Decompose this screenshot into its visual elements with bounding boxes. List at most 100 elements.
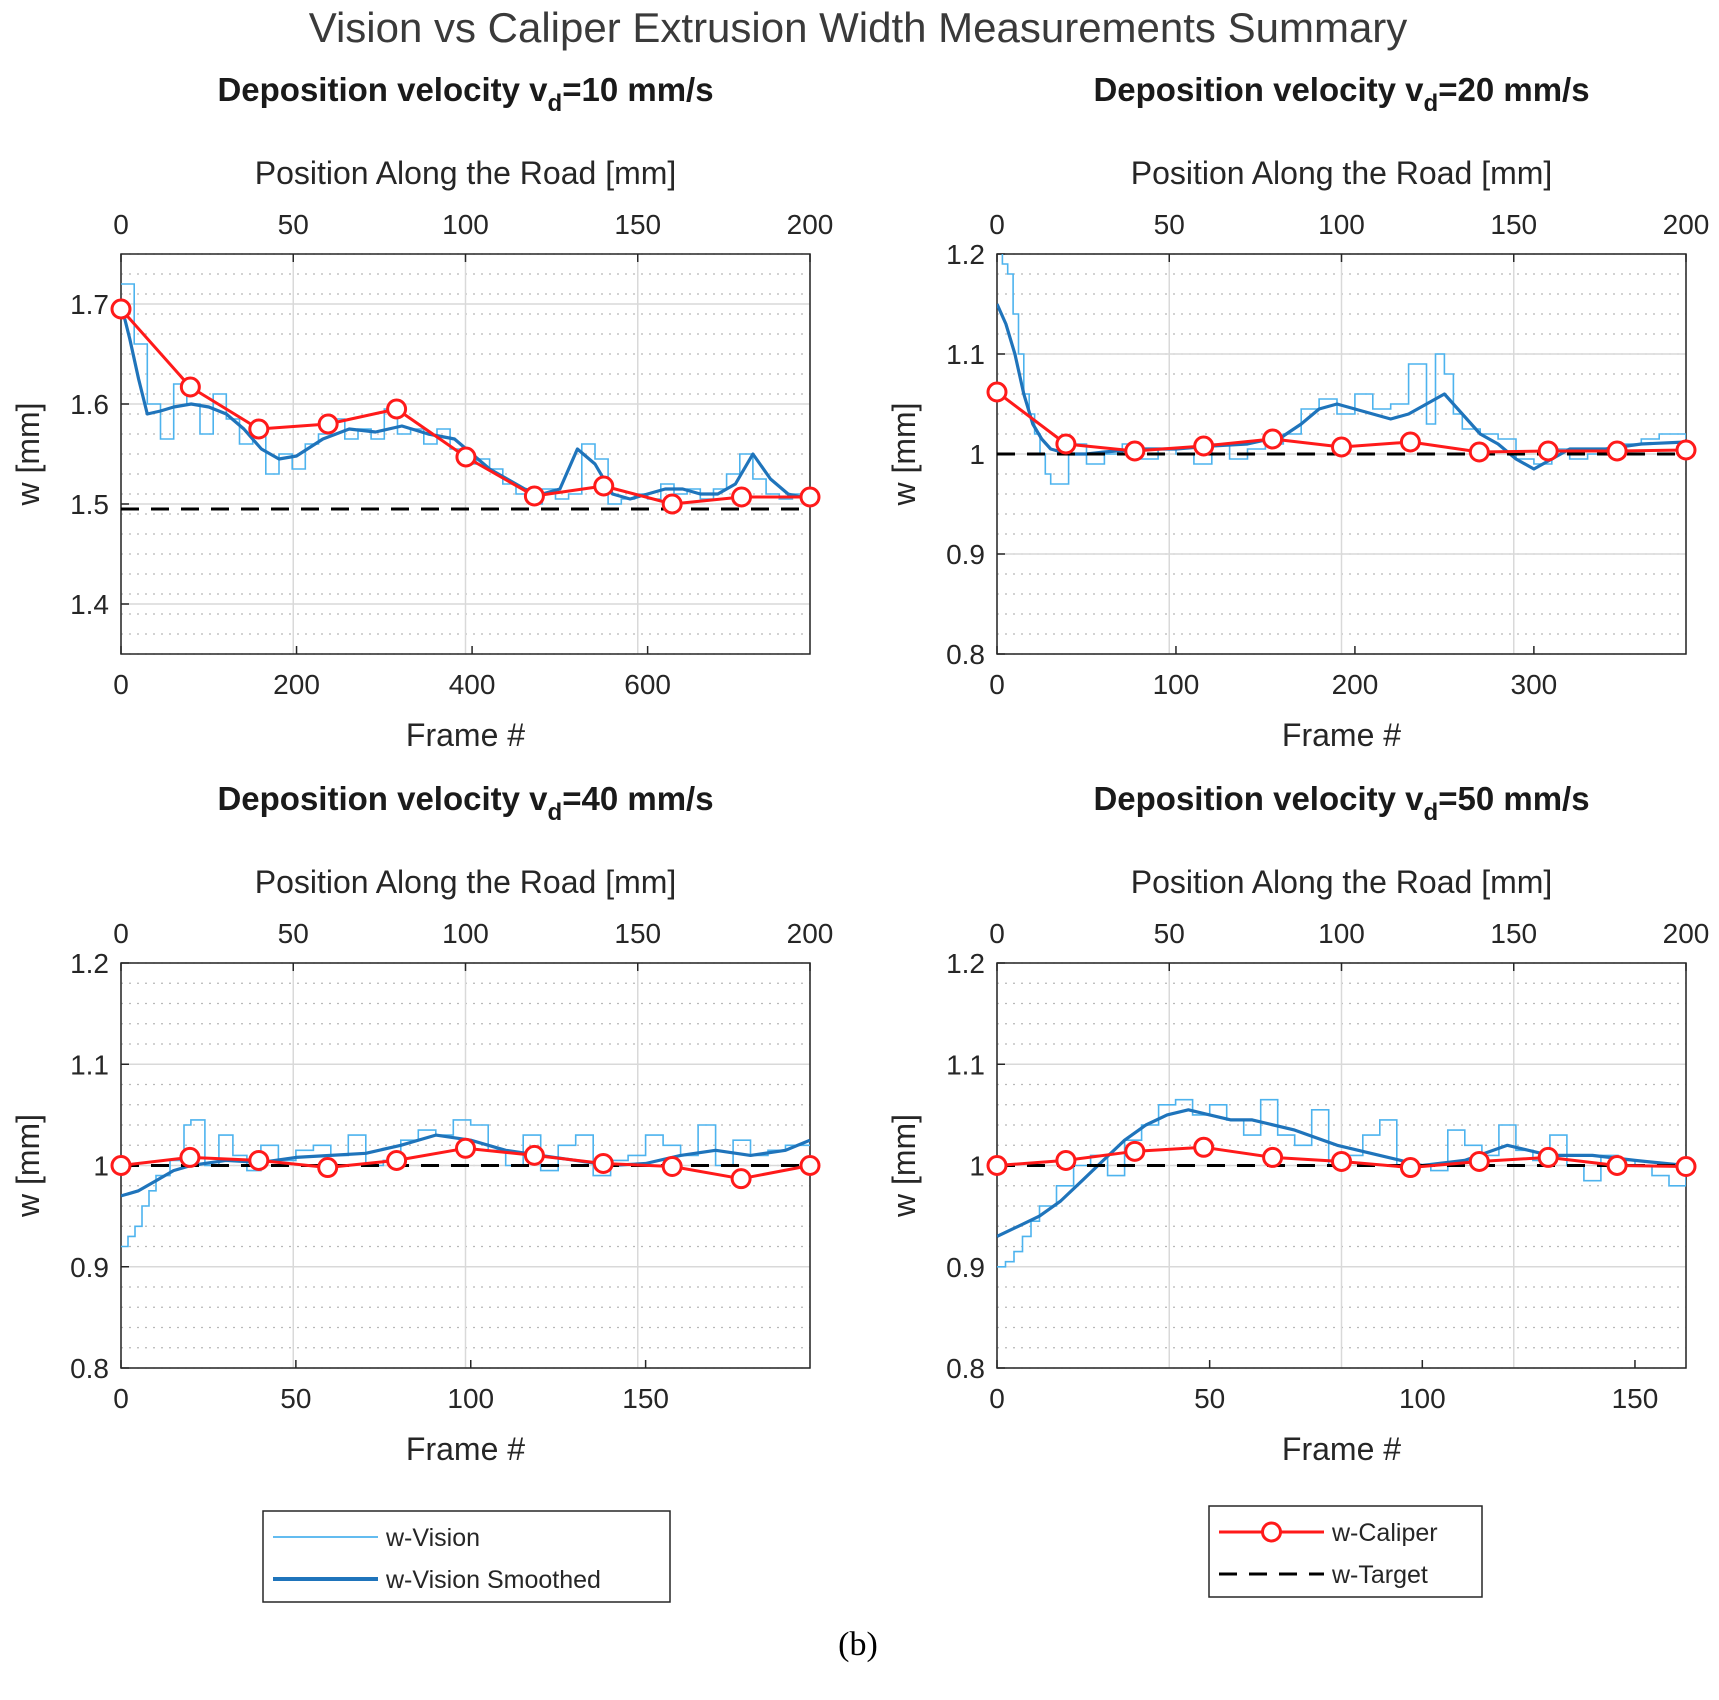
caliper-marker [1606, 440, 1628, 462]
y-tick-label: 1.1 [70, 1049, 109, 1080]
caliper-marker [1537, 1146, 1559, 1168]
x2-tick-label: 150 [614, 209, 661, 240]
x2-tick-label: 50 [278, 918, 309, 949]
legend-label: w-Caliper [1331, 1519, 1438, 1547]
legend-box [262, 1510, 671, 1603]
chart-title-subscript: d [548, 799, 563, 826]
caliper-marker [1193, 1136, 1215, 1158]
caliper-marker [179, 1146, 201, 1168]
x-tick-label: 150 [622, 1383, 669, 1414]
chart-title-subscript: d [1424, 799, 1439, 826]
y-tick-label: 1.5 [70, 489, 109, 520]
y-tick-label: 1 [969, 439, 985, 470]
caliper-marker [1468, 441, 1490, 463]
y-tick-label: 1 [969, 1151, 985, 1182]
legend-marker-caliper [1261, 1521, 1282, 1543]
caliper-marker [317, 413, 339, 435]
caliper-marker [1331, 1150, 1352, 1172]
caliper-marker [1262, 1146, 1284, 1168]
caliper-marker [1055, 433, 1077, 455]
x2-tick-label: 0 [113, 918, 129, 949]
series-w-vision [121, 1119, 810, 1248]
x2-tick-label: 0 [989, 209, 1005, 240]
x-tick-label: 100 [1153, 669, 1200, 700]
caliper-marker [1124, 440, 1146, 462]
y-tick-label: 0.8 [946, 1353, 985, 1384]
legend-box [1208, 1505, 1483, 1598]
caliper-marker [1262, 428, 1284, 450]
x2-tick-label: 200 [1663, 209, 1710, 240]
caliper-marker [1193, 435, 1215, 457]
caliper-marker [386, 1149, 408, 1171]
x-tick-label: 0 [989, 669, 1005, 700]
caliper-marker [1675, 1156, 1697, 1178]
caliper-marker [386, 398, 408, 420]
x-tick-label: 100 [1399, 1383, 1446, 1414]
caliper-marker [523, 1144, 545, 1166]
x2-tick-label: 100 [442, 918, 489, 949]
x2-axis-label: Position Along the Road [mm] [255, 155, 677, 191]
x2-tick-label: 100 [442, 209, 489, 240]
y-tick-label: 1.2 [946, 948, 985, 979]
chart-title-prefix: Deposition velocity v [217, 71, 548, 108]
x-tick-label: 150 [1612, 1383, 1659, 1414]
y-tick-label: 1.2 [70, 948, 109, 979]
chart-title-subscript: d [1424, 90, 1439, 117]
y-tick-label: 1.1 [946, 1049, 985, 1080]
x-tick-label: 400 [449, 669, 496, 700]
caliper-marker [986, 1155, 1008, 1176]
chart-title: Deposition velocity vd=20 mm/s [1093, 71, 1589, 117]
series-w-vision-smoothed [121, 1133, 810, 1198]
chart-title-subscript: d [548, 90, 563, 117]
caliper-marker [523, 485, 545, 507]
x2-tick-label: 200 [1663, 918, 1710, 949]
caliper-marker [799, 486, 821, 508]
x-axis-label: Frame # [406, 1431, 525, 1467]
caliper-marker [1331, 436, 1352, 458]
x2-tick-label: 150 [614, 918, 661, 949]
y-tick-label: 0.8 [70, 1353, 109, 1384]
caliper-marker [248, 1149, 270, 1171]
caliper-marker [1399, 1157, 1421, 1179]
x-tick-label: 300 [1511, 669, 1558, 700]
caliper-marker [799, 1155, 821, 1176]
caliper-marker [1675, 439, 1697, 461]
x2-tick-label: 200 [787, 209, 834, 240]
caliper-marker [661, 493, 683, 515]
x2-tick-label: 50 [1154, 918, 1185, 949]
chart-title-prefix: Deposition velocity v [1093, 780, 1424, 817]
y-tick-label: 0.9 [70, 1252, 109, 1283]
caliper-marker [731, 486, 753, 508]
y-axis-label: w [mm] [886, 402, 922, 506]
legend-label: w-Target [1331, 1561, 1428, 1589]
caliper-marker [110, 298, 132, 320]
caliper-marker [248, 418, 270, 440]
x-axis-label: Frame # [1282, 1431, 1401, 1467]
chart-title-prefix: Deposition velocity v [1093, 71, 1424, 108]
x-tick-label: 50 [280, 1383, 311, 1414]
x-tick-label: 200 [1332, 669, 1379, 700]
y-tick-label: 0.8 [946, 639, 985, 670]
figure-title: Vision vs Caliper Extrusion Width Measur… [309, 4, 1408, 51]
caliper-marker [455, 1137, 476, 1159]
x2-tick-label: 100 [1318, 918, 1365, 949]
chart-title: Deposition velocity vd=10 mm/s [217, 71, 713, 117]
legend-label: w-Vision Smoothed [385, 1566, 601, 1594]
caliper-marker [1606, 1155, 1628, 1176]
caliper-marker [110, 1155, 132, 1176]
x-tick-label: 600 [624, 669, 671, 700]
figure-caption: (b) [838, 1626, 878, 1663]
chart-title-prefix: Deposition velocity v [217, 780, 548, 817]
x-tick-label: 0 [989, 1383, 1005, 1414]
chart-panel-1: 1.4 1.5 1.6 1.7 0 200 400 600 0 50 100 150 200 Frame … [10, 71, 833, 753]
caliper-marker [1468, 1150, 1490, 1172]
caliper-marker [179, 376, 201, 398]
y-axis-label: w [mm] [10, 1114, 46, 1218]
caliper-marker [730, 1168, 752, 1190]
y-axis-label: w [mm] [10, 402, 46, 506]
caliper-marker [593, 475, 615, 497]
caliper-marker [317, 1157, 339, 1179]
